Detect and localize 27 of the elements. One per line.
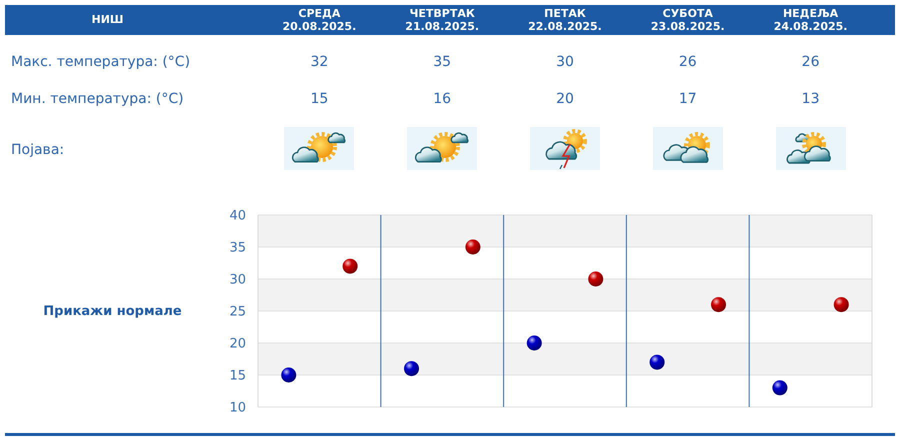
text: Мин. температура: (°C) [11, 90, 184, 109]
text: СРЕДА 20.08.2025. [282, 7, 358, 33]
y-tick-label: 15 [229, 368, 246, 384]
y-tick-label: 10 [229, 400, 246, 416]
data-label: 32 [309, 53, 330, 72]
data-label: 13 [800, 90, 820, 109]
data-label: 16 [432, 90, 452, 109]
text: ПЕТАК 22.08.2025. [527, 7, 603, 33]
data-label: 26 [678, 53, 698, 72]
text: ЧЕТВРТАК 21.08.2025. [404, 7, 480, 33]
data-label: 30 [555, 53, 575, 72]
text: Прикажи нормале [42, 303, 183, 321]
data-label: 17 [678, 90, 698, 109]
text: Појава: [11, 141, 64, 160]
y-tick-label: 25 [229, 304, 246, 320]
text: СУБОТА 23.08.2025. [650, 7, 726, 33]
text: НЕДЕЉА 24.08.2025. [772, 7, 848, 33]
data-label: 15 [309, 90, 330, 109]
data-label: 20 [555, 90, 575, 109]
data-label: 35 [432, 53, 452, 72]
y-tick-label: 40 [229, 208, 246, 224]
data-label: 26 [800, 53, 820, 72]
y-tick-label: 35 [229, 240, 246, 256]
text: Макс. температура: (°C) [11, 53, 190, 72]
text: НИШ [90, 12, 124, 28]
y-tick-label: 20 [229, 336, 246, 352]
y-tick-label: 30 [229, 272, 246, 288]
